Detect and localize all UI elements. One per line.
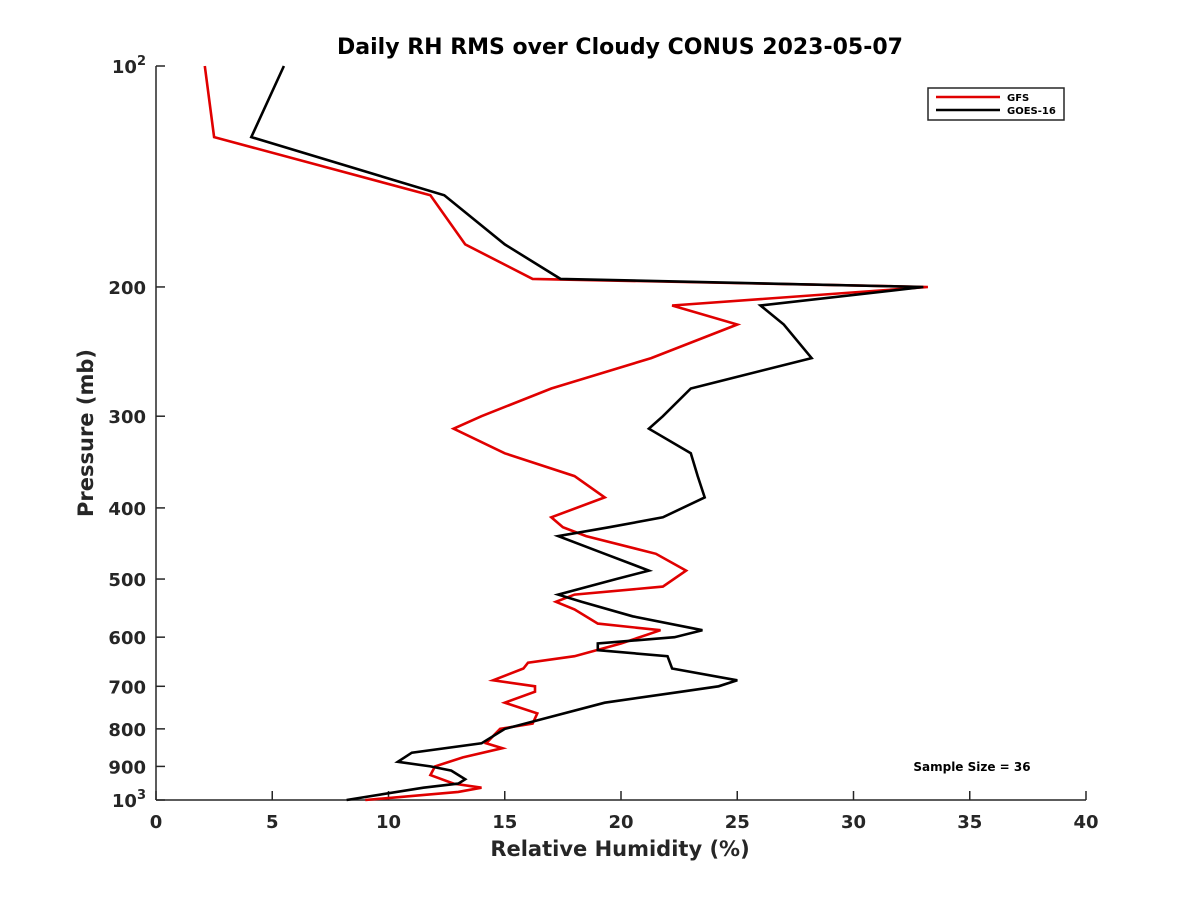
y-axis-label: Pressure (mb) (74, 349, 98, 517)
y-tick-label: 800 (108, 720, 146, 741)
x-tick-label: 0 (150, 812, 163, 833)
series-layer (203, 65, 928, 802)
sample-size-annotation: Sample Size = 36 (913, 760, 1030, 774)
legend-box (927, 87, 1065, 121)
x-tick-label: 35 (957, 812, 982, 833)
chart-title: Daily RH RMS over Cloudy CONUS 2023-05-0… (337, 35, 903, 60)
x-tick-label: 10 (376, 812, 401, 833)
y-tick-label: 900 (108, 757, 146, 778)
x-axis-label: Relative Humidity (%) (490, 837, 749, 861)
x-tick-label: 15 (492, 812, 517, 833)
y-tick-label: 700 (108, 677, 146, 698)
legend-label: GOES-16 (1007, 106, 1056, 117)
y-tick-label: 300 (108, 407, 146, 428)
legend-label: GFS (1007, 93, 1029, 104)
x-tick-label: 30 (841, 812, 866, 833)
y-tick-label: 103 (112, 788, 146, 812)
x-tick-label: 25 (725, 812, 750, 833)
series-line-gfs (203, 65, 928, 802)
y-tick-label: 102 (112, 54, 146, 78)
y-tick-label: 600 (108, 628, 146, 649)
axes: 0 5 10 15 20 25 30 35 40 102 200 300 400 500 600 700 800… (108, 54, 1098, 833)
y-tick-label: 400 (108, 499, 146, 520)
y-tick-label: 500 (108, 570, 146, 591)
x-tick-label: 20 (608, 812, 633, 833)
x-tick-label: 5 (266, 812, 279, 833)
legend: GFS GOES-16 (927, 87, 1065, 121)
x-tick-label: 40 (1073, 812, 1098, 833)
series-line-goes-16 (249, 65, 924, 802)
y-tick-label: 200 (108, 278, 146, 299)
